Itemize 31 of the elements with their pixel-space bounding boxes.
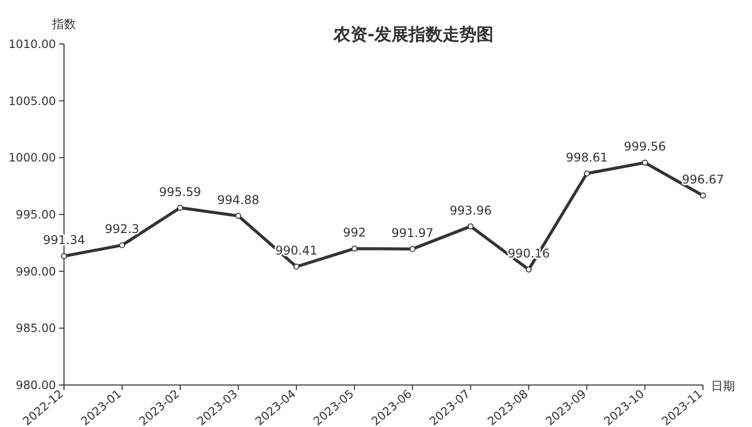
data-label: 992: [343, 226, 366, 240]
point: [642, 160, 648, 166]
y-tick-label: 980.00: [16, 378, 56, 392]
y-tick-label: 985.00: [16, 321, 56, 336]
point: [700, 192, 706, 199]
y-tick-label: 1005.00: [8, 94, 56, 108]
y-tick-label: 1010.00: [8, 37, 56, 51]
data-label: 995.59: [159, 184, 202, 199]
data-label: 994.88: [217, 192, 260, 207]
data-label: 999.56: [624, 140, 666, 154]
point: [351, 246, 358, 252]
x-axis-title: 日期: [711, 379, 735, 393]
data-label: 992.3: [104, 222, 140, 236]
data-label: 996.67: [682, 172, 724, 187]
y-axis-title: 指数: [51, 17, 76, 31]
point: [468, 223, 474, 230]
point: [293, 264, 300, 270]
data-label: 998.61: [566, 150, 608, 164]
y-tick-label: 990.00: [16, 264, 56, 278]
point: [61, 253, 67, 260]
point: [526, 266, 532, 273]
data-label: 991.97: [392, 226, 434, 240]
point: [584, 170, 590, 176]
point: [410, 246, 416, 252]
y-tick-label: 995.00: [16, 208, 56, 222]
data-label: 993.96: [450, 203, 492, 218]
y-tick-label: 1000.00: [8, 150, 56, 165]
chart-title: 农资-发展指数走势图: [332, 25, 494, 45]
point: [177, 204, 184, 211]
point: [235, 212, 242, 219]
point: [119, 242, 126, 248]
